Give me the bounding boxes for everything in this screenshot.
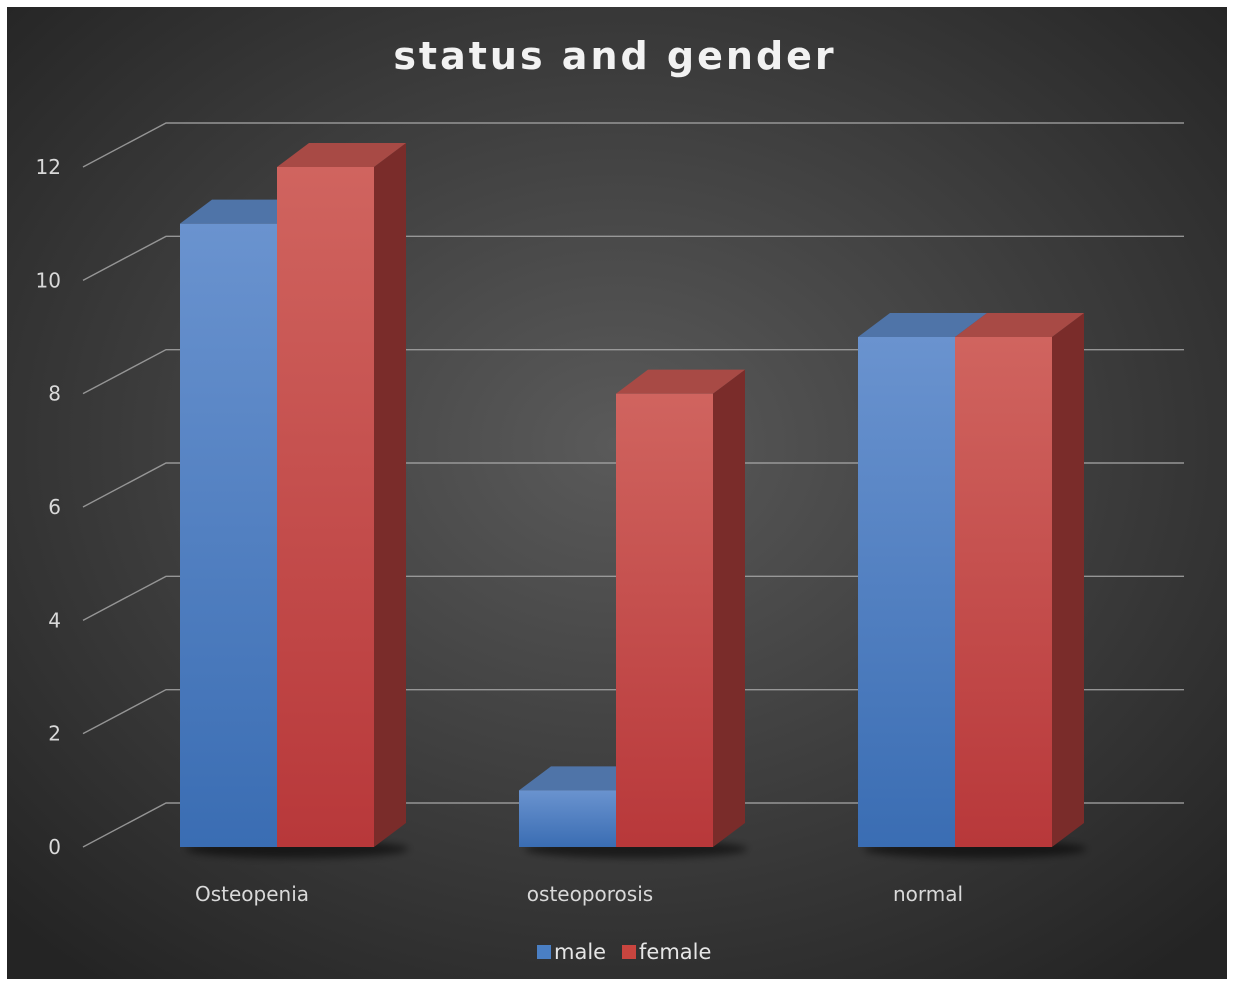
- x-category-label: Osteopenia: [195, 882, 309, 906]
- legend-item-female: female: [622, 940, 711, 964]
- gridlines: [82, 122, 1184, 848]
- legend: male female: [537, 940, 711, 964]
- y-axis-ticks: 0 2 4 6 8 10 12: [36, 155, 61, 859]
- gridline: [82, 688, 1184, 735]
- gridline: [82, 575, 1184, 621]
- gridline: [82, 235, 1184, 281]
- chart-title: status and gender: [393, 34, 836, 78]
- gridline: [82, 462, 1184, 508]
- legend-swatch: [622, 945, 636, 959]
- y-tick-label: 8: [48, 382, 61, 406]
- y-tick-label: 4: [48, 608, 61, 632]
- bar-female-osteopenia: [277, 143, 406, 847]
- y-tick-label: 10: [36, 268, 61, 292]
- legend-label: female: [639, 940, 711, 964]
- chart-frame: status and gender 0 2 4 6 8 10 12 Osteopenia os…: [7, 7, 1227, 979]
- bar-chart: status and gender 0 2 4 6 8 10 12 Osteopenia os…: [7, 7, 1227, 979]
- y-tick-label: 6: [48, 495, 61, 519]
- legend-swatch: [537, 945, 551, 959]
- bar-female-normal: [955, 313, 1084, 847]
- gridline: [82, 802, 1184, 848]
- x-category-label: normal: [893, 882, 963, 906]
- bar-female-osteoporosis: [616, 369, 745, 847]
- x-category-label: osteoporosis: [527, 882, 653, 906]
- legend-label: male: [554, 940, 606, 964]
- x-axis-categories: Osteopenia osteoporosis normal: [195, 882, 963, 906]
- gridline: [82, 348, 1184, 395]
- y-tick-label: 12: [36, 155, 61, 179]
- bars: [180, 143, 1087, 858]
- y-tick-label: 0: [48, 835, 61, 859]
- gridline: [82, 122, 1184, 168]
- legend-item-male: male: [537, 940, 606, 964]
- y-tick-label: 2: [48, 722, 61, 746]
